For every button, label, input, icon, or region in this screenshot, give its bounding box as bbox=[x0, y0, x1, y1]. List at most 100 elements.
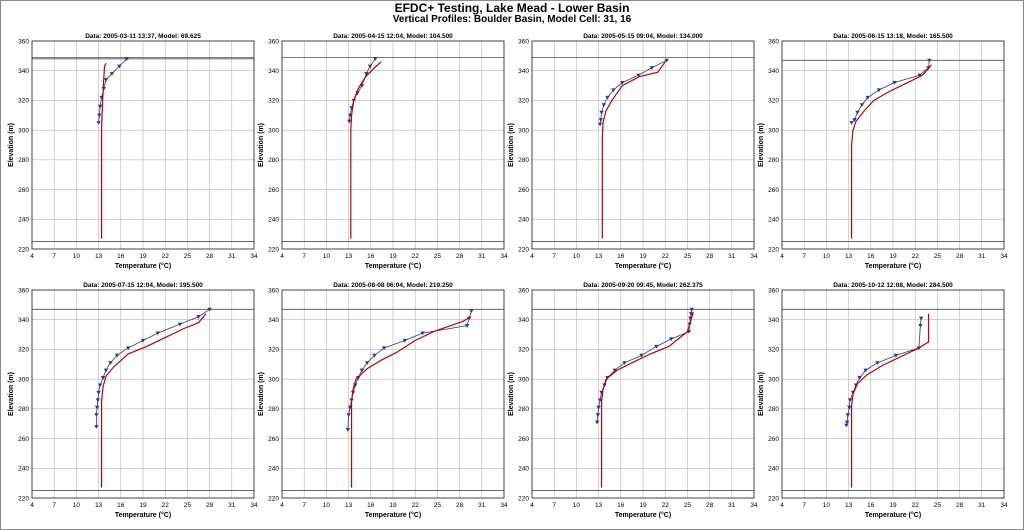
data-point-marker bbox=[620, 81, 625, 85]
data-profile-line bbox=[599, 59, 667, 125]
y-tick-label: 340 bbox=[18, 68, 29, 75]
x-tick-label: 19 bbox=[139, 253, 147, 260]
model-profile-line bbox=[850, 313, 930, 488]
x-tick-label: 22 bbox=[412, 502, 420, 509]
data-profile-line bbox=[596, 309, 693, 423]
x-tick-label: 4 bbox=[530, 253, 534, 260]
y-tick-label: 300 bbox=[268, 127, 279, 134]
x-tick-label: 25 bbox=[184, 502, 192, 509]
x-tick-label: 22 bbox=[912, 502, 920, 509]
x-tick-label: 13 bbox=[595, 253, 603, 260]
y-tick-label: 260 bbox=[18, 187, 29, 194]
y-tick-label: 280 bbox=[268, 406, 279, 413]
plot-area bbox=[31, 289, 255, 499]
x-tick-label: 31 bbox=[978, 502, 986, 509]
y-tick-label: 340 bbox=[518, 68, 529, 75]
x-tick-label: 4 bbox=[780, 502, 784, 509]
data-profile-line bbox=[347, 310, 472, 430]
y-tick-label: 260 bbox=[18, 436, 29, 443]
x-tick-label: 4 bbox=[530, 502, 534, 509]
x-tick-label: 34 bbox=[1000, 502, 1008, 509]
y-tick-label: 220 bbox=[18, 246, 29, 253]
plot-area bbox=[531, 289, 755, 499]
x-axis-label: Temperature (°C) bbox=[615, 262, 671, 270]
x-tick-label: 13 bbox=[345, 253, 353, 260]
data-point-marker bbox=[639, 353, 644, 358]
data-point-marker bbox=[100, 376, 106, 380]
y-axis-label: Elevation (m) bbox=[758, 123, 765, 167]
x-tick-label: 13 bbox=[95, 253, 103, 260]
data-point-marker bbox=[469, 309, 474, 313]
data-point-marker bbox=[356, 376, 361, 380]
chart-title: Data: 2005-04-15 12:04, Model: 104.500 bbox=[333, 33, 453, 40]
x-tick-label: 13 bbox=[845, 502, 853, 509]
x-tick-label: 25 bbox=[934, 253, 942, 260]
data-point-marker bbox=[892, 81, 897, 85]
y-tick-label: 240 bbox=[518, 217, 529, 224]
x-tick-label: 19 bbox=[639, 502, 647, 509]
y-tick-label: 240 bbox=[518, 466, 529, 473]
data-point-marker bbox=[464, 324, 470, 328]
y-tick-label: 220 bbox=[18, 495, 29, 502]
x-tick-label: 7 bbox=[302, 253, 306, 260]
y-tick-label: 240 bbox=[768, 217, 779, 224]
x-tick-label: 10 bbox=[73, 253, 81, 260]
model-profile-line bbox=[100, 313, 207, 488]
data-point-marker bbox=[612, 368, 618, 373]
plot-area bbox=[781, 289, 1005, 499]
x-tick-label: 28 bbox=[206, 502, 214, 509]
y-tick-label: 320 bbox=[518, 98, 529, 105]
x-tick-label: 4 bbox=[280, 253, 284, 260]
x-axis-label: Temperature (°C) bbox=[115, 262, 171, 270]
x-tick-label: 31 bbox=[978, 253, 986, 260]
y-tick-label: 340 bbox=[768, 68, 779, 75]
x-axis-label: Temperature (°C) bbox=[865, 511, 921, 519]
y-tick-label: 260 bbox=[268, 436, 279, 443]
y-tick-label: 220 bbox=[768, 495, 779, 502]
data-point-marker bbox=[367, 64, 373, 69]
x-tick-label: 34 bbox=[1000, 253, 1008, 260]
x-tick-label: 28 bbox=[206, 253, 214, 260]
x-tick-label: 25 bbox=[434, 253, 442, 260]
x-tick-label: 28 bbox=[456, 502, 464, 509]
x-tick-label: 22 bbox=[912, 253, 920, 260]
data-point-marker bbox=[359, 368, 365, 373]
x-tick-label: 10 bbox=[573, 502, 581, 509]
y-tick-label: 360 bbox=[268, 38, 279, 45]
x-tick-label: 10 bbox=[73, 502, 81, 509]
profile-chart-6: 4 7 10 13 16 19 22 25 28 31 34 220 240 260 280 300 320 34… bbox=[258, 282, 508, 519]
y-tick-label: 240 bbox=[268, 217, 279, 224]
data-point-marker bbox=[847, 405, 852, 410]
y-tick-label: 300 bbox=[518, 376, 529, 383]
x-tick-label: 34 bbox=[500, 253, 508, 260]
x-tick-label: 10 bbox=[323, 253, 331, 260]
data-point-marker bbox=[918, 316, 924, 321]
x-tick-label: 7 bbox=[52, 253, 56, 260]
x-tick-label: 22 bbox=[662, 502, 670, 509]
y-tick-label: 360 bbox=[18, 38, 29, 45]
data-point-marker bbox=[94, 405, 100, 410]
y-axis-label: Elevation (m) bbox=[758, 372, 765, 416]
data-point-marker bbox=[95, 398, 101, 403]
y-tick-label: 320 bbox=[18, 347, 29, 354]
y-tick-label: 320 bbox=[268, 98, 279, 105]
data-point-marker bbox=[654, 344, 659, 349]
x-tick-label: 25 bbox=[684, 502, 692, 509]
y-tick-label: 320 bbox=[18, 98, 29, 105]
data-point-marker bbox=[917, 73, 922, 78]
data-point-marker bbox=[611, 88, 616, 93]
y-tick-label: 280 bbox=[18, 406, 29, 413]
x-tick-label: 25 bbox=[184, 253, 192, 260]
y-tick-label: 260 bbox=[518, 436, 529, 443]
y-tick-label: 280 bbox=[768, 157, 779, 164]
x-tick-label: 16 bbox=[867, 253, 875, 260]
data-point-marker bbox=[155, 331, 160, 336]
x-tick-label: 10 bbox=[823, 502, 831, 509]
y-axis-label: Elevation (m) bbox=[8, 372, 15, 416]
y-tick-label: 280 bbox=[518, 406, 529, 413]
chart-title: Data: 2005-03-11 13:37, Model: 69.625 bbox=[85, 33, 201, 40]
y-tick-label: 360 bbox=[768, 38, 779, 45]
x-tick-label: 10 bbox=[573, 253, 581, 260]
model-profile-line bbox=[601, 61, 666, 239]
plot-area bbox=[281, 40, 505, 250]
